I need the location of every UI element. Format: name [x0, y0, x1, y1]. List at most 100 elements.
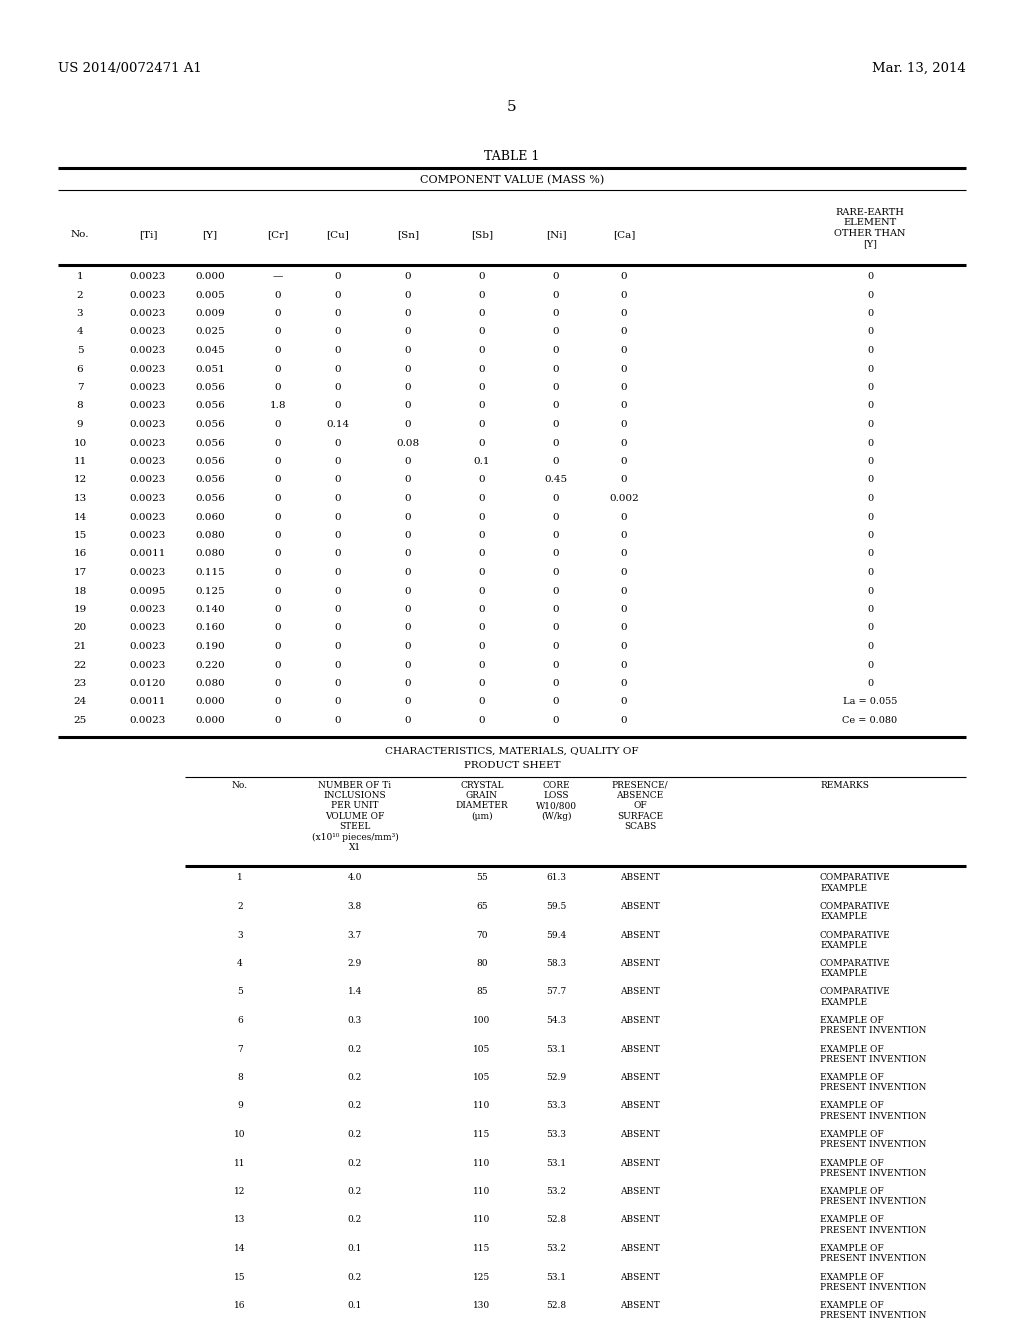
- Text: 0.125: 0.125: [196, 586, 225, 595]
- Text: 1: 1: [238, 874, 243, 883]
- Text: 0: 0: [478, 678, 485, 688]
- Text: 0.220: 0.220: [196, 660, 225, 669]
- Text: 53.1: 53.1: [546, 1272, 566, 1282]
- Text: 110: 110: [473, 1101, 490, 1110]
- Text: 0: 0: [621, 660, 628, 669]
- Text: 13: 13: [74, 494, 87, 503]
- Text: 0.2: 0.2: [348, 1130, 362, 1139]
- Text: 0: 0: [621, 438, 628, 447]
- Text: 0: 0: [335, 272, 341, 281]
- Text: ABSENT: ABSENT: [621, 1159, 659, 1167]
- Text: 125: 125: [473, 1272, 490, 1282]
- Text: 0.08: 0.08: [396, 438, 420, 447]
- Text: 0: 0: [478, 475, 485, 484]
- Text: 0.160: 0.160: [196, 623, 225, 632]
- Text: 0.2: 0.2: [348, 1159, 362, 1167]
- Text: COMPONENT VALUE (MASS %): COMPONENT VALUE (MASS %): [420, 176, 604, 185]
- Text: 0.025: 0.025: [196, 327, 225, 337]
- Text: 0: 0: [553, 290, 559, 300]
- Text: 0.051: 0.051: [196, 364, 225, 374]
- Text: 59.4: 59.4: [546, 931, 566, 940]
- Text: 0.0023: 0.0023: [130, 346, 166, 355]
- Text: 0.0023: 0.0023: [130, 568, 166, 577]
- Text: 0: 0: [478, 420, 485, 429]
- Text: 0.0023: 0.0023: [130, 364, 166, 374]
- Text: 14: 14: [234, 1243, 246, 1253]
- Text: EXAMPLE OF
PRESENT INVENTION: EXAMPLE OF PRESENT INVENTION: [820, 1187, 927, 1206]
- Text: 0: 0: [621, 290, 628, 300]
- Text: 55: 55: [476, 874, 487, 883]
- Text: 0.080: 0.080: [196, 678, 225, 688]
- Text: 0: 0: [553, 715, 559, 725]
- Text: EXAMPLE OF
PRESENT INVENTION: EXAMPLE OF PRESENT INVENTION: [820, 1216, 927, 1236]
- Text: TABLE 1: TABLE 1: [484, 150, 540, 162]
- Text: 0: 0: [335, 642, 341, 651]
- Text: 0: 0: [621, 642, 628, 651]
- Text: 4: 4: [238, 960, 243, 968]
- Text: 53.3: 53.3: [546, 1101, 566, 1110]
- Text: 0: 0: [553, 327, 559, 337]
- Text: 0.0023: 0.0023: [130, 438, 166, 447]
- Text: 0: 0: [404, 605, 412, 614]
- Text: EXAMPLE OF
PRESENT INVENTION: EXAMPLE OF PRESENT INVENTION: [820, 1073, 927, 1093]
- Text: 3: 3: [77, 309, 83, 318]
- Text: 0: 0: [335, 457, 341, 466]
- Text: 110: 110: [473, 1216, 490, 1225]
- Text: 0: 0: [867, 327, 873, 337]
- Text: 0: 0: [335, 586, 341, 595]
- Text: 0: 0: [478, 346, 485, 355]
- Text: 0: 0: [867, 420, 873, 429]
- Text: 21: 21: [74, 642, 87, 651]
- Text: [Sn]: [Sn]: [397, 230, 419, 239]
- Text: 0: 0: [553, 309, 559, 318]
- Text: 115: 115: [473, 1130, 490, 1139]
- Text: 0: 0: [553, 660, 559, 669]
- Text: 0: 0: [335, 549, 341, 558]
- Text: 0: 0: [621, 623, 628, 632]
- Text: ABSENT: ABSENT: [621, 1216, 659, 1225]
- Text: 0.060: 0.060: [196, 512, 225, 521]
- Text: 0: 0: [404, 346, 412, 355]
- Text: 61.3: 61.3: [546, 874, 566, 883]
- Text: 0: 0: [478, 697, 485, 706]
- Text: 0: 0: [478, 290, 485, 300]
- Text: 0.0023: 0.0023: [130, 715, 166, 725]
- Text: 0: 0: [335, 290, 341, 300]
- Text: 0: 0: [274, 715, 282, 725]
- Text: 0: 0: [553, 531, 559, 540]
- Text: 0: 0: [404, 327, 412, 337]
- Text: 0.0023: 0.0023: [130, 290, 166, 300]
- Text: 0: 0: [404, 494, 412, 503]
- Text: 0: 0: [335, 475, 341, 484]
- Text: 10: 10: [74, 438, 87, 447]
- Text: 0: 0: [274, 531, 282, 540]
- Text: 0: 0: [553, 549, 559, 558]
- Text: 0.0023: 0.0023: [130, 494, 166, 503]
- Text: 0: 0: [553, 678, 559, 688]
- Text: 0: 0: [478, 531, 485, 540]
- Text: 0: 0: [478, 438, 485, 447]
- Text: 0: 0: [553, 457, 559, 466]
- Text: No.: No.: [232, 780, 248, 789]
- Text: 0: 0: [621, 568, 628, 577]
- Text: ABSENT: ABSENT: [621, 1243, 659, 1253]
- Text: 0: 0: [867, 346, 873, 355]
- Text: 0: 0: [867, 623, 873, 632]
- Text: 0: 0: [867, 364, 873, 374]
- Text: 53.2: 53.2: [546, 1243, 566, 1253]
- Text: 53.3: 53.3: [546, 1130, 566, 1139]
- Text: 0.056: 0.056: [196, 401, 225, 411]
- Text: 14: 14: [74, 512, 87, 521]
- Text: 0.056: 0.056: [196, 475, 225, 484]
- Text: 2.9: 2.9: [348, 960, 362, 968]
- Text: 0: 0: [335, 568, 341, 577]
- Text: 20: 20: [74, 623, 87, 632]
- Text: 1.4: 1.4: [348, 987, 362, 997]
- Text: 0.000: 0.000: [196, 697, 225, 706]
- Text: Mar. 13, 2014: Mar. 13, 2014: [872, 62, 966, 75]
- Text: 0: 0: [478, 568, 485, 577]
- Text: 0.056: 0.056: [196, 438, 225, 447]
- Text: 0.056: 0.056: [196, 494, 225, 503]
- Text: 0: 0: [335, 494, 341, 503]
- Text: 115: 115: [473, 1243, 490, 1253]
